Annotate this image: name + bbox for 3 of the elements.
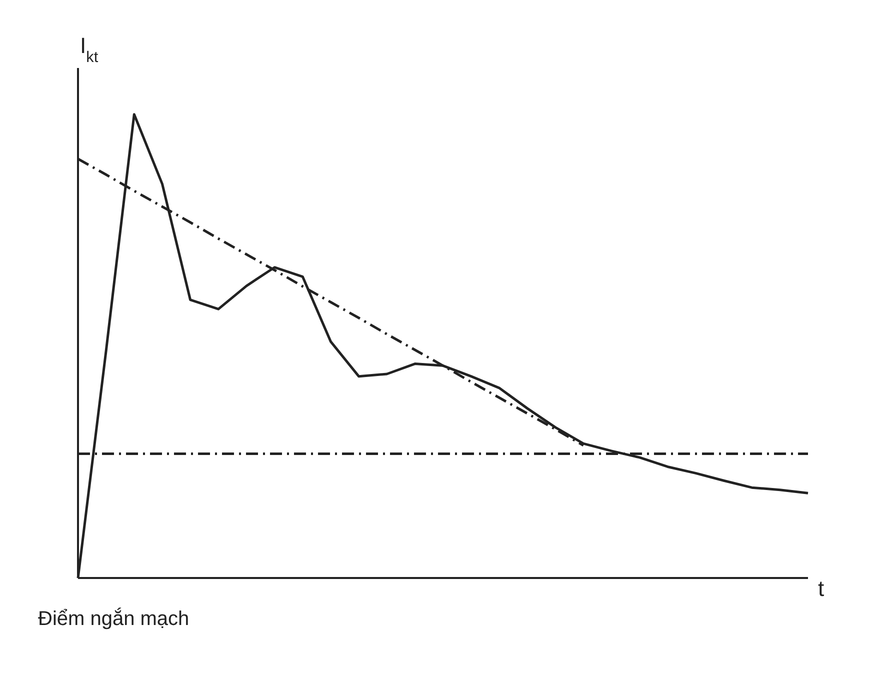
text: Điểm ngắn mạch: [38, 608, 190, 631]
x-axis-title: t: [818, 576, 824, 601]
y-axis-title: I$_{kt}$: [80, 33, 99, 66]
